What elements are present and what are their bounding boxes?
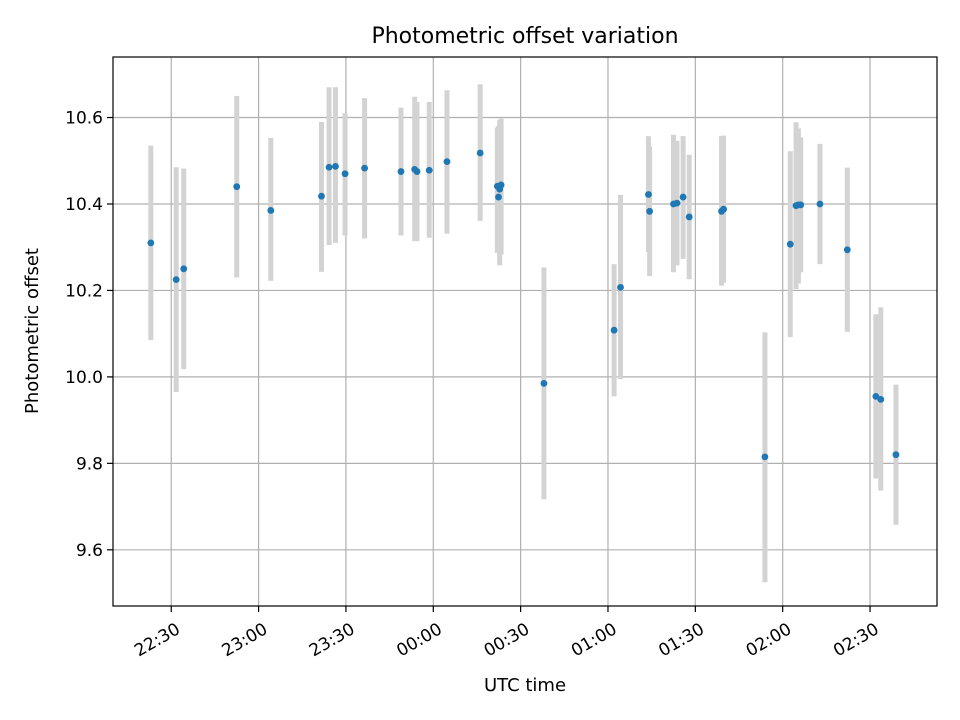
data-point: [645, 191, 652, 198]
data-point: [147, 239, 155, 247]
data-point: [761, 453, 769, 461]
x-tick-label: 22:30: [131, 619, 183, 661]
y-axis-ticks: 9.6 9.8 10.0 10.2 10.4 10.6: [65, 109, 113, 561]
data-point: [843, 246, 851, 254]
data-point: [877, 395, 885, 403]
error-bars: [148, 84, 899, 583]
data-point: [497, 181, 505, 189]
x-tick-label: 02:00: [743, 619, 795, 661]
data-point: [172, 276, 180, 284]
y-tick-label: 9.6: [76, 541, 103, 561]
data-point: [413, 168, 421, 175]
y-tick-label: 10.2: [65, 281, 103, 301]
data-point: [673, 199, 681, 207]
chart-title: Photometric offset variation: [371, 24, 678, 49]
data-point: [361, 164, 368, 172]
y-tick-label: 9.8: [76, 454, 103, 474]
data-point: [443, 158, 451, 166]
data-point: [872, 392, 880, 400]
data-point: [267, 207, 275, 214]
x-tick-label: 01:30: [655, 619, 707, 661]
data-point: [397, 168, 405, 175]
data-point: [341, 170, 349, 178]
data-point: [797, 201, 805, 209]
data-point: [325, 163, 333, 171]
x-axis-ticks: 22:30 23:00 23:30 00:00 00:30 01:00 01:30 02:00…: [131, 606, 883, 661]
x-tick-label: 00:00: [393, 619, 445, 661]
plot-frame: [112, 56, 938, 607]
data-point: [685, 213, 693, 221]
data-point: [610, 326, 618, 334]
data-point: [646, 207, 654, 215]
data-point: [540, 379, 548, 387]
data-point: [425, 166, 433, 174]
y-tick-label: 10.6: [65, 109, 103, 129]
data-point: [332, 162, 339, 170]
x-tick-label: 00:30: [481, 619, 533, 661]
data-point: [476, 149, 484, 157]
x-tick-label: 01:00: [568, 619, 620, 661]
x-tick-label: 02:30: [830, 619, 882, 661]
x-tick-label: 23:00: [219, 619, 271, 661]
data-point: [892, 451, 900, 459]
data-points: [147, 149, 900, 461]
data-point: [180, 265, 188, 273]
y-tick-label: 10.0: [65, 368, 103, 388]
x-tick-label: 23:30: [306, 619, 358, 661]
data-point: [318, 192, 325, 200]
x-axis-label: UTC time: [484, 675, 566, 696]
data-point: [233, 183, 241, 191]
data-point: [679, 193, 687, 201]
y-tick-label: 10.4: [65, 195, 103, 215]
data-point: [816, 200, 824, 208]
y-axis-label: Photometric offset: [22, 248, 43, 414]
data-point: [617, 284, 624, 291]
data-point: [786, 240, 794, 248]
data-point: [720, 205, 727, 213]
data-point: [495, 193, 502, 201]
